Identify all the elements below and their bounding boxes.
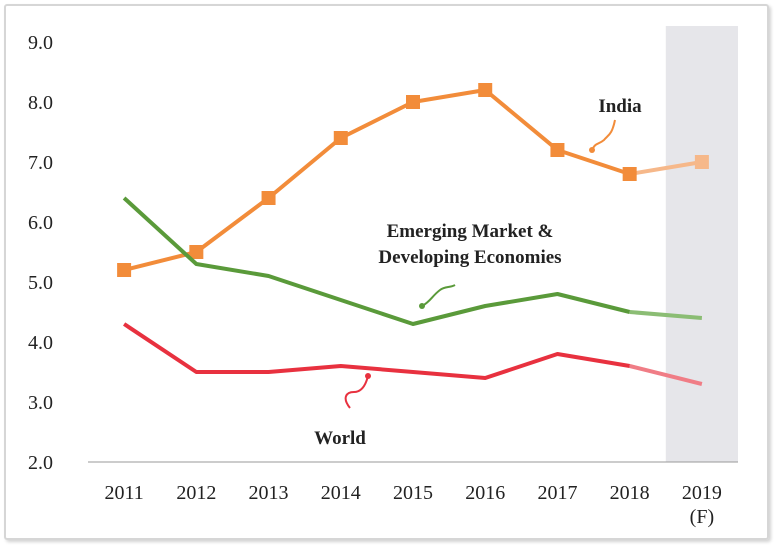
data-point-marker <box>550 143 565 157</box>
annotation-arrow <box>421 284 456 307</box>
data-point-marker <box>117 263 132 277</box>
y-tick-label: 4.0 <box>28 332 53 354</box>
series-line <box>123 88 631 272</box>
series-forecast-line <box>629 364 703 386</box>
y-tick-label: 8.0 <box>28 92 53 114</box>
x-tick-sublabel: (F) <box>690 506 714 528</box>
y-tick-label: 5.0 <box>28 272 53 294</box>
data-point-marker <box>478 83 493 97</box>
data-point-marker <box>261 191 276 205</box>
annotation-label: Emerging Market & <box>387 221 554 242</box>
annotations: India Emerging Market & Developing Economi… <box>314 96 642 449</box>
x-tick-label: 2013 <box>249 482 289 504</box>
annotation-arrow-head <box>419 303 425 309</box>
y-tick-label: 7.0 <box>28 152 53 174</box>
data-point-marker <box>189 245 204 259</box>
x-tick-label: 2018 <box>610 482 650 504</box>
x-tick-label: 2017 <box>537 482 577 504</box>
series-line <box>123 322 630 380</box>
x-tick-label: 2016 <box>465 482 505 504</box>
series-forecast-line <box>629 310 703 320</box>
annotation-arrow-head <box>589 147 595 153</box>
annotation-label: India <box>598 96 642 117</box>
x-tick-label: 2011 <box>104 482 143 504</box>
x-tick-label: 2019 <box>682 482 722 504</box>
annotation-label: World <box>314 428 366 449</box>
data-point-marker <box>622 167 637 181</box>
y-tick-label: 6.0 <box>28 212 53 234</box>
series-lines <box>117 83 709 386</box>
y-tick-label: 3.0 <box>28 392 53 414</box>
annotation-arrow <box>344 375 369 409</box>
annotation-arrow <box>591 119 616 151</box>
y-tick-label: 2.0 <box>28 452 53 474</box>
x-tick-label: 2014 <box>321 482 361 504</box>
annotation-label: Developing Economies <box>378 247 561 268</box>
x-tick-label: 2012 <box>176 482 216 504</box>
axes: 2.0 3.0 4.0 5.0 6.0 7.0 8.0 9.0 2011 2012 2013 2014… <box>28 32 738 528</box>
series-forecast-line <box>629 160 703 176</box>
data-point-marker <box>333 131 348 145</box>
forecast-shading <box>665 26 738 462</box>
annotation-arrow-head <box>365 373 371 379</box>
series-line <box>122 196 631 326</box>
y-tick-label: 9.0 <box>28 32 53 54</box>
x-tick-label: 2015 <box>393 482 433 504</box>
data-point-marker <box>694 155 709 169</box>
data-point-marker <box>406 95 420 109</box>
